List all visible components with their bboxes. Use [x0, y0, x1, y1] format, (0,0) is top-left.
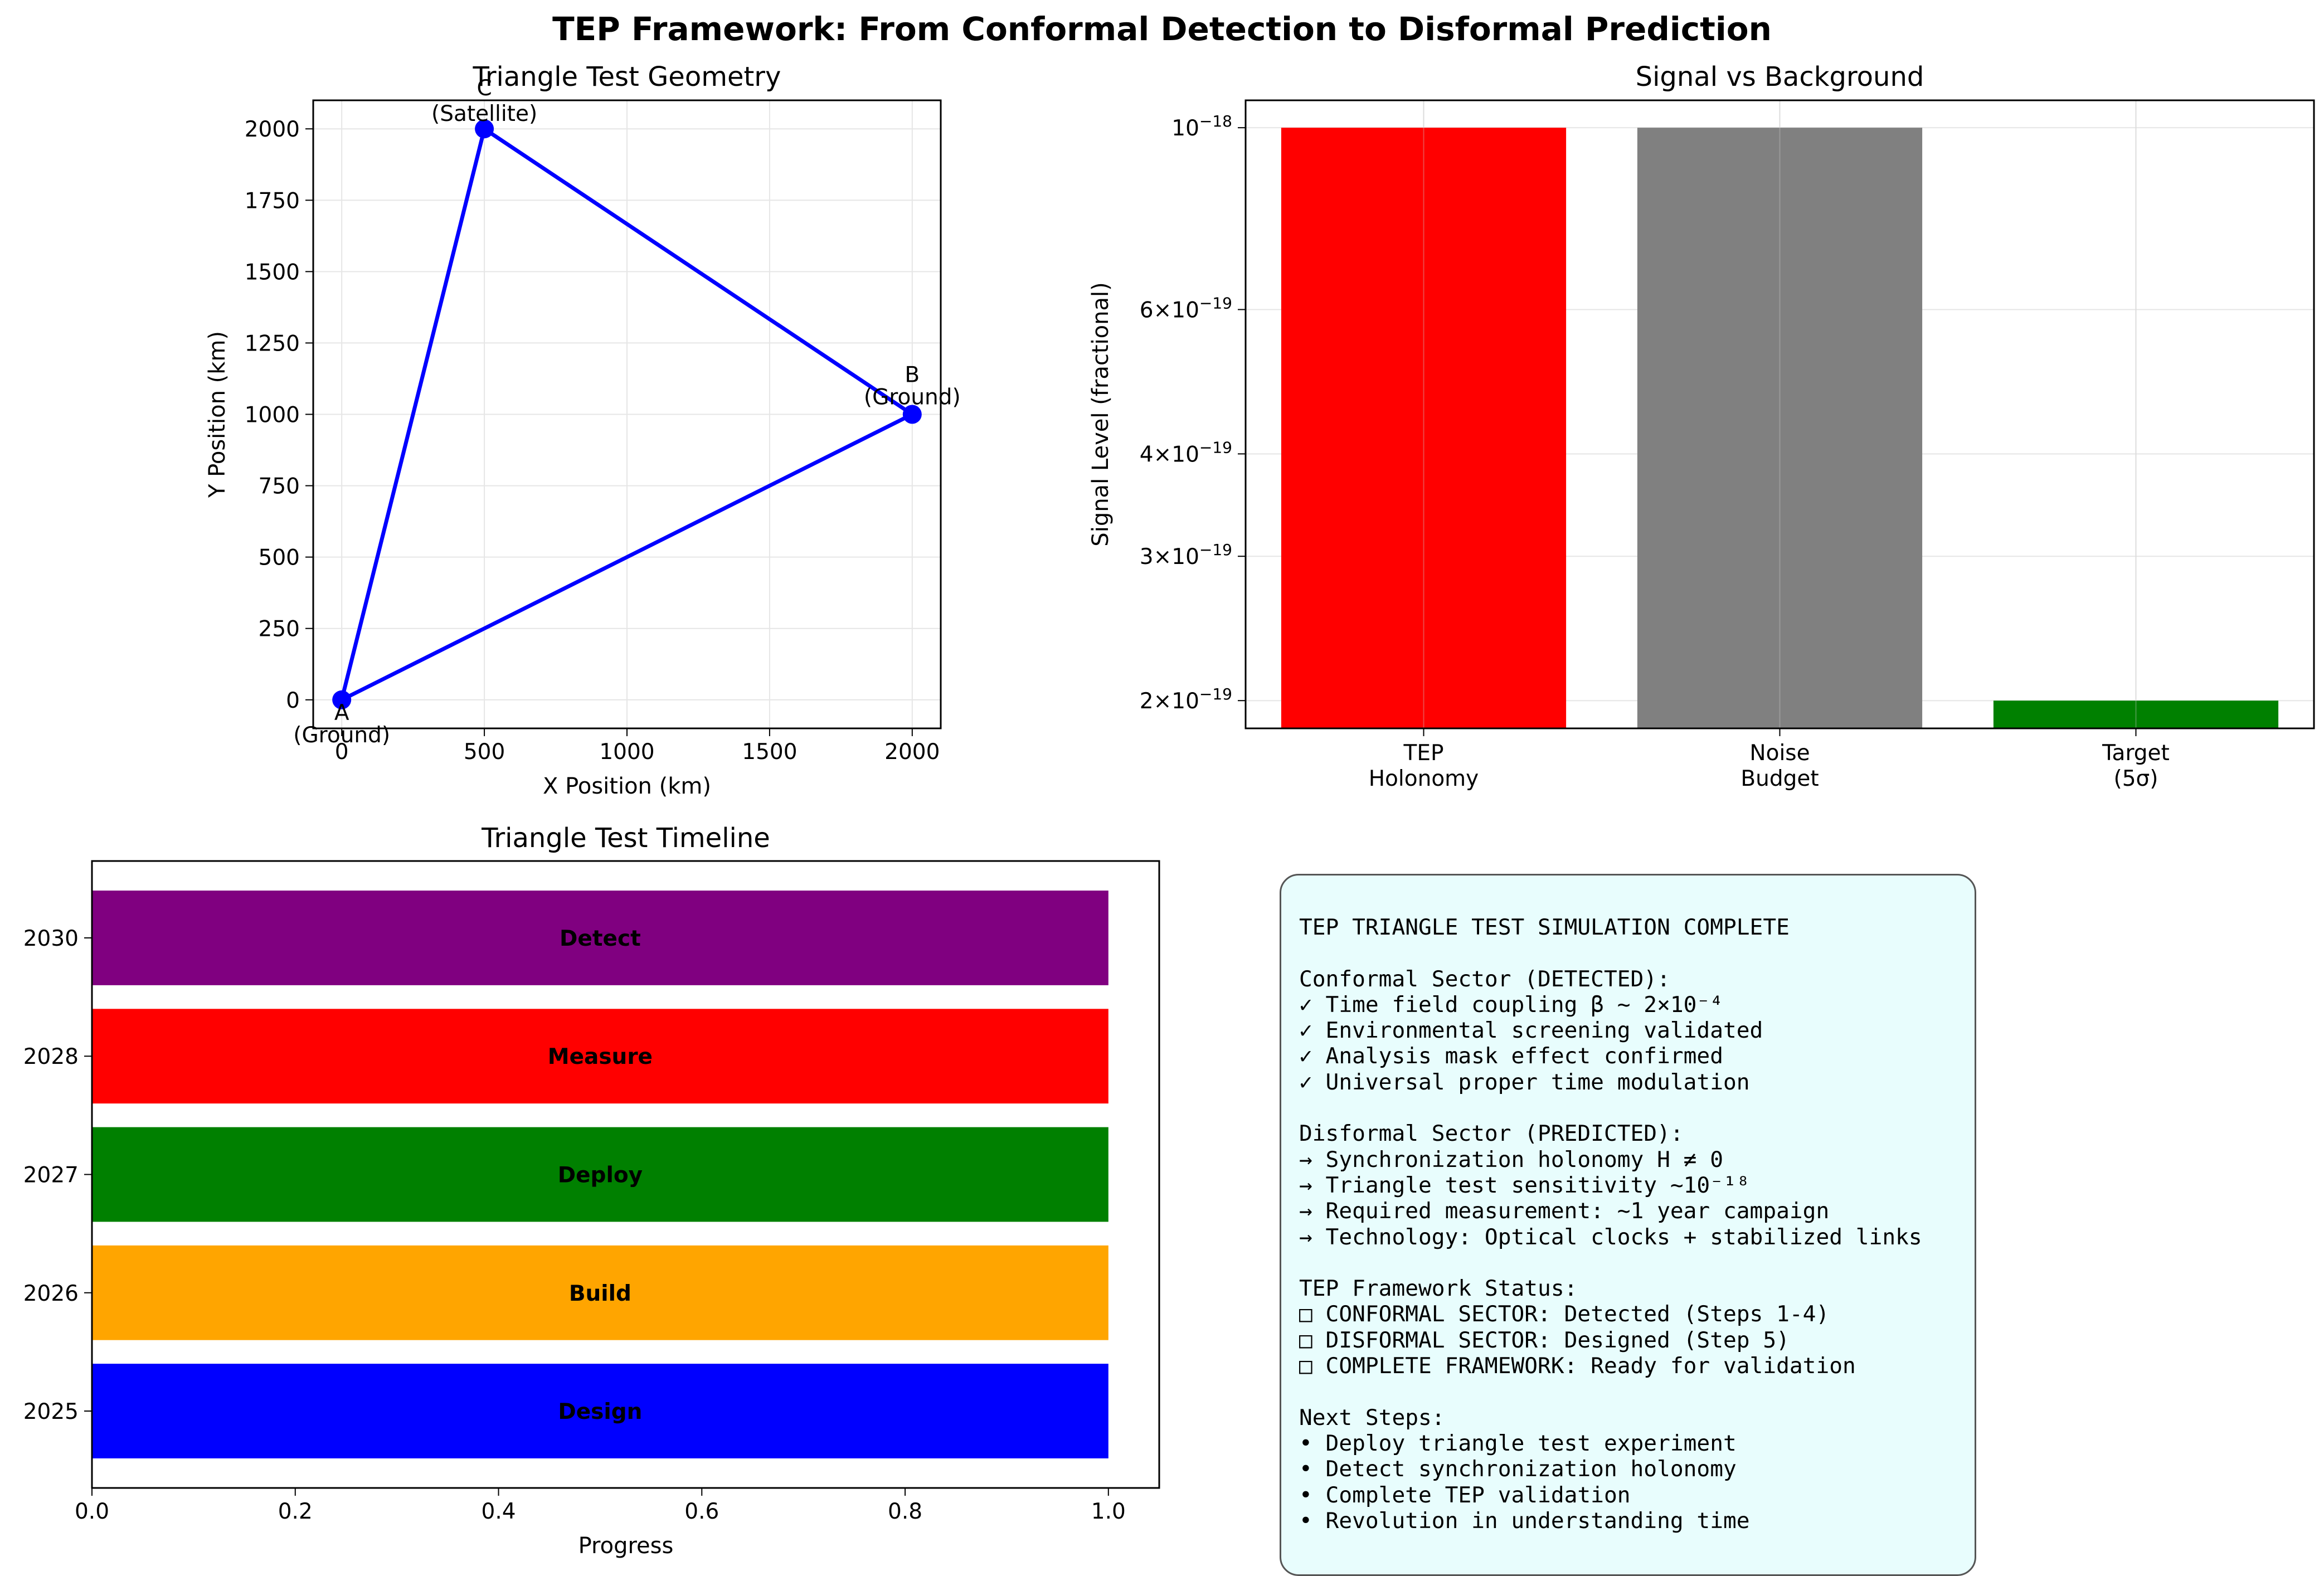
y-tick-label: 1750 — [245, 188, 300, 213]
y-tick-label: 2026 — [23, 1281, 79, 1306]
bar-label: Deploy — [558, 1163, 643, 1188]
timeline-bar — [92, 891, 1108, 985]
chart-title: Signal vs Background — [1636, 61, 1924, 93]
point-label: B — [905, 363, 920, 388]
x-tick-label: 0.4 — [482, 1499, 516, 1524]
bar-label: Design — [558, 1399, 642, 1424]
chart-title: Triangle Test Geometry — [473, 61, 781, 93]
x-tick-label: 500 — [464, 740, 505, 765]
status-line: → Synchronization holonomy H ≠ 0 — [1299, 1146, 1723, 1173]
status-line: • Revolution in understanding time — [1299, 1507, 1750, 1534]
status-line: TEP Framework Status: — [1299, 1276, 1578, 1302]
x-tick-label: 1.0 — [1091, 1499, 1126, 1524]
status-line: □ DISFORMAL SECTOR: Designed (Step 5) — [1299, 1327, 1790, 1353]
status-line: TEP TRIANGLE TEST SIMULATION COMPLETE — [1299, 915, 1790, 940]
status-line: → Triangle test sensitivity ~10⁻¹⁸ — [1299, 1172, 1750, 1198]
status-line: ✓ Universal proper time modulation — [1299, 1069, 1750, 1095]
y-tick-label: 1250 — [245, 331, 300, 356]
x-tick-label: 0.2 — [278, 1499, 313, 1524]
y-tick-label: 2025 — [23, 1399, 79, 1424]
x-axis-label: Progress — [578, 1533, 674, 1559]
axes-frame — [91, 860, 1160, 1489]
x-tick-label: 0.0 — [75, 1499, 109, 1524]
point-b — [902, 405, 922, 424]
status-line — [1299, 1095, 1975, 1121]
point-sublabel: (Ground) — [293, 723, 390, 748]
axes-frame — [1244, 99, 2315, 729]
y-tick-label: 6×10−19 — [1140, 294, 1232, 323]
y-axis-label: Signal Level (fractional) — [1088, 282, 1114, 546]
y-tick-label: 2027 — [23, 1163, 79, 1188]
point-label: C — [477, 76, 492, 101]
x-tick-label: Budget — [1740, 766, 1819, 791]
status-line: Conformal Sector (DETECTED): — [1299, 966, 1670, 992]
status-line: → Technology: Optical clocks + stabilize… — [1299, 1224, 1922, 1250]
y-tick-label: 2028 — [23, 1044, 79, 1069]
status-line: → Required measurement: ~1 year campaign — [1299, 1198, 1830, 1224]
timeline-bar — [92, 1364, 1108, 1458]
y-tick-label: 750 — [259, 474, 300, 499]
status-line — [1299, 1250, 1975, 1276]
status-line: ✓ Environmental screening validated — [1299, 1018, 1763, 1044]
triangle-line — [339, 127, 915, 702]
x-tick-label: 0.6 — [684, 1499, 719, 1524]
bar — [1281, 128, 1567, 728]
status-line: Next Steps: — [1299, 1404, 1445, 1431]
bar-label: Measure — [548, 1044, 653, 1069]
axes-frame — [312, 99, 942, 729]
y-tick-label: 2030 — [23, 926, 79, 951]
bar-label: Build — [569, 1281, 631, 1306]
y-tick-label: 2000 — [245, 117, 300, 142]
x-tick-label: Target — [2102, 741, 2170, 766]
x-tick-label: 0 — [335, 740, 349, 765]
x-tick-label: Noise — [1749, 741, 1810, 766]
status-line: • Deploy triangle test experiment — [1299, 1430, 1737, 1456]
bar-label: Detect — [560, 926, 641, 951]
status-text-box: TEP TRIANGLE TEST SIMULATION COMPLETE Con… — [1280, 874, 1976, 1576]
status-line: Disformal Sector (PREDICTED): — [1299, 1121, 1684, 1147]
status-line: ✓ Analysis mask effect confirmed — [1299, 1043, 1723, 1069]
timeline-bar — [92, 1127, 1108, 1222]
y-tick-label: 1000 — [245, 403, 300, 428]
status-line: □ CONFORMAL SECTOR: Detected (Steps 1-4) — [1299, 1301, 1830, 1327]
x-tick-label: 0.8 — [888, 1499, 922, 1524]
bar — [1637, 128, 1923, 728]
x-tick-label: 2000 — [884, 740, 940, 765]
status-line: ✓ Time field coupling β ~ 2×10⁻⁴ — [1299, 991, 1723, 1018]
x-tick-label: Holonomy — [1369, 766, 1479, 791]
x-tick-label: 1000 — [599, 740, 654, 765]
timeline-bar — [92, 1245, 1108, 1340]
status-line — [1299, 940, 1975, 966]
x-axis-label: X Position (km) — [543, 774, 711, 799]
y-tick-label: 250 — [259, 617, 300, 642]
point-label: A — [334, 701, 349, 726]
figure-title: TEP Framework: From Conformal Detection … — [552, 10, 1772, 48]
x-tick-label: TEP — [1403, 741, 1444, 766]
y-tick-label: 1500 — [245, 260, 300, 285]
timeline-bar — [92, 1009, 1108, 1104]
status-line: • Detect synchronization holonomy — [1299, 1456, 1737, 1482]
status-line — [1299, 1379, 1975, 1404]
point-sublabel: (Ground) — [864, 385, 961, 410]
x-tick-label: 1500 — [742, 740, 797, 765]
y-axis-label: Y Position (km) — [205, 331, 230, 498]
y-tick-label: 3×10−19 — [1140, 541, 1232, 570]
point-sublabel: (Satellite) — [431, 101, 537, 127]
point-c — [475, 119, 494, 139]
status-line: □ COMPLETE FRAMEWORK: Ready for validati… — [1299, 1353, 1856, 1379]
y-tick-label: 10−18 — [1171, 112, 1232, 141]
y-tick-label: 500 — [259, 546, 300, 571]
status-line: • Complete TEP validation — [1299, 1482, 1631, 1508]
y-tick-label: 2×10−19 — [1140, 685, 1232, 714]
y-tick-label: 4×10−19 — [1140, 438, 1232, 467]
point-a — [332, 690, 352, 709]
chart-title: Triangle Test Timeline — [481, 823, 770, 854]
x-tick-label: (5σ) — [2114, 766, 2158, 791]
bar — [1993, 701, 2279, 728]
y-tick-label: 0 — [286, 688, 300, 713]
